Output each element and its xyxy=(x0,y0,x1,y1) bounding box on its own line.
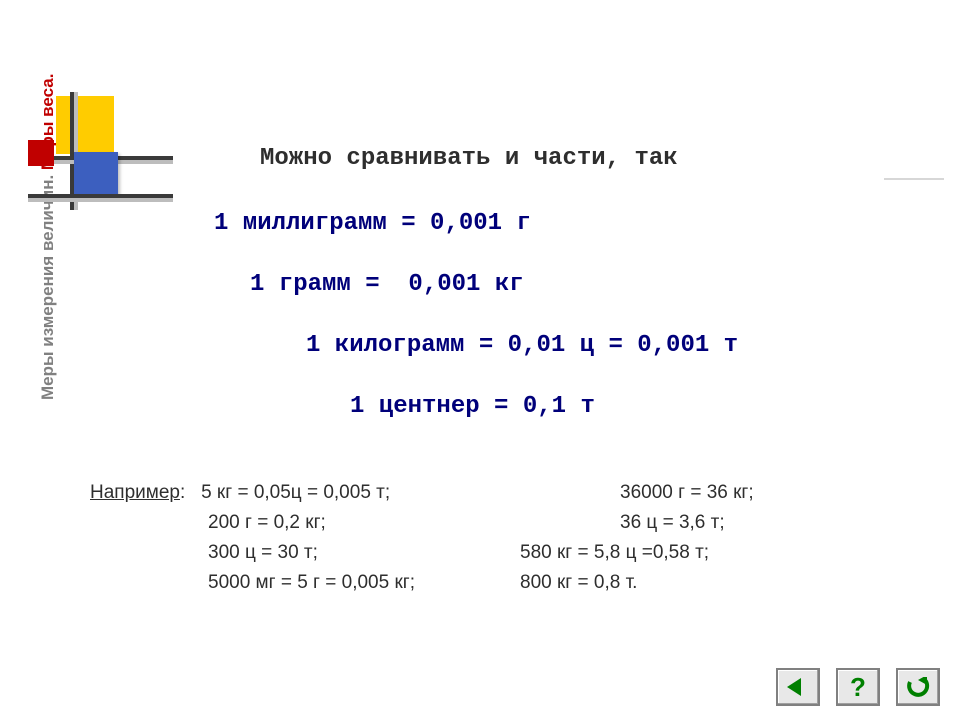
examples-block: Например: 5 кг = 0,05ц = 0,005 т; 200 г … xyxy=(90,478,910,598)
square-yellow xyxy=(56,96,114,154)
example-row: 580 кг = 5,8 ц =0,58 т; xyxy=(520,538,754,568)
example-row: 36 ц = 3,6 т; xyxy=(520,508,754,538)
conversion-kg: 1 килограмм = 0,01 ц = 0,001 т xyxy=(306,332,900,359)
example-row: Например: 5 кг = 0,05ц = 0,005 т; xyxy=(90,478,520,508)
decorative-squares xyxy=(28,96,188,216)
decor-line-h2 xyxy=(28,194,173,198)
conversion-centner: 1 центнер = 0,1 т xyxy=(350,393,900,420)
example-row: 200 г = 0,2 кг; xyxy=(90,508,520,538)
conversion-g: 1 грамм = 0,001 кг xyxy=(250,271,900,298)
question-icon: ? xyxy=(850,672,866,703)
example-label: Например xyxy=(90,482,180,503)
square-blue xyxy=(74,152,118,196)
nav-buttons: ? xyxy=(776,668,940,706)
example-row: 800 кг = 0,8 т. xyxy=(520,568,754,598)
main-content: Можно сравнивать и части, так 1 миллигра… xyxy=(200,145,900,454)
conversion-mg: 1 миллиграмм = 0,001 г xyxy=(214,210,900,237)
square-red xyxy=(28,140,54,166)
example-row: 300 ц = 30 т; xyxy=(90,538,520,568)
examples-col-right: 36000 г = 36 кг; 36 ц = 3,6 т; 580 кг = … xyxy=(520,478,754,598)
help-button[interactable]: ? xyxy=(836,668,880,706)
return-arrow-icon xyxy=(905,677,931,697)
examples-col-left: Например: 5 кг = 0,05ц = 0,005 т; 200 г … xyxy=(90,478,520,598)
page-title: Можно сравнивать и части, так xyxy=(260,145,900,172)
return-button[interactable] xyxy=(896,668,940,706)
example-row: 36000 г = 36 кг; xyxy=(520,478,754,508)
example-row: 5000 мг = 5 г = 0,005 кг; xyxy=(90,568,520,598)
arrow-left-icon xyxy=(787,678,809,696)
prev-button[interactable] xyxy=(776,668,820,706)
